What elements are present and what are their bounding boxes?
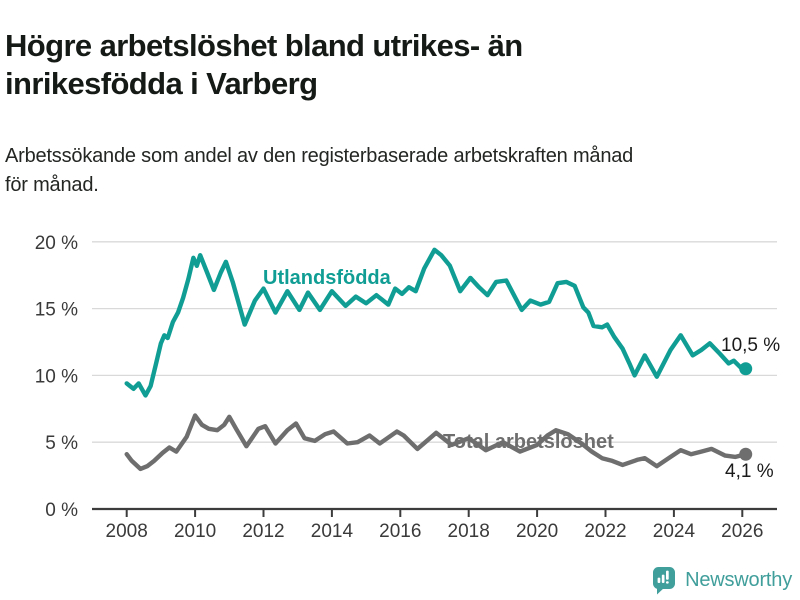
x-tick-label: 2016 [379, 521, 421, 542]
x-tick-label: 2012 [242, 521, 284, 542]
x-tick-label: 2022 [584, 521, 626, 542]
x-tick-label: 2010 [174, 521, 216, 542]
series-line-utlandsfodda [124, 247, 748, 398]
title-line-1: Högre arbetslöshet bland utrikes- än [5, 27, 523, 63]
subtitle-line-2: för månad. [5, 174, 99, 196]
x-tick-label: 2014 [311, 521, 354, 542]
chart-subtitle: Arbetssökande som andel av den registerb… [5, 142, 795, 200]
y-tick-label: 0 % [45, 500, 78, 521]
x-tick-label: 2020 [516, 521, 558, 542]
x-tick-label: 2026 [721, 521, 763, 542]
series-end-dot-utlandsfodda [739, 362, 753, 376]
series-line-total [124, 413, 748, 472]
series-end-dot-total [739, 447, 753, 461]
series-label-utlandsfodda: Utlandsfödda [263, 267, 392, 289]
subtitle-line-1: Arbetssökande som andel av den registerb… [5, 145, 634, 167]
end-value-label-total: 4,1 % [725, 461, 774, 482]
x-tick-label: 2024 [653, 521, 696, 542]
newsworthy-logo-icon [653, 567, 676, 595]
y-tick-label: 15 % [35, 300, 78, 321]
y-tick-label: 10 % [35, 366, 78, 387]
page-title: Högre arbetslöshet bland utrikes- än inr… [5, 27, 785, 103]
title-line-2: inrikesfödda i Varberg [5, 65, 318, 101]
x-tick-label: 2008 [106, 521, 148, 542]
y-tick-label: 20 % [35, 233, 78, 254]
chart-generated: 2008 2010 2012 2014 2016 2018 2020 2022 2024 2026… [35, 233, 777, 542]
brand-name: Newsworthy [685, 568, 792, 591]
y-tick-label: 5 % [45, 433, 78, 454]
branding-footer: Newsworthy [651, 565, 792, 595]
series-label-total: Total arbetslöshet [443, 431, 614, 453]
end-value-label-utlandsfodda: 10,5 % [721, 335, 780, 356]
x-tick-label: 2018 [448, 521, 490, 542]
